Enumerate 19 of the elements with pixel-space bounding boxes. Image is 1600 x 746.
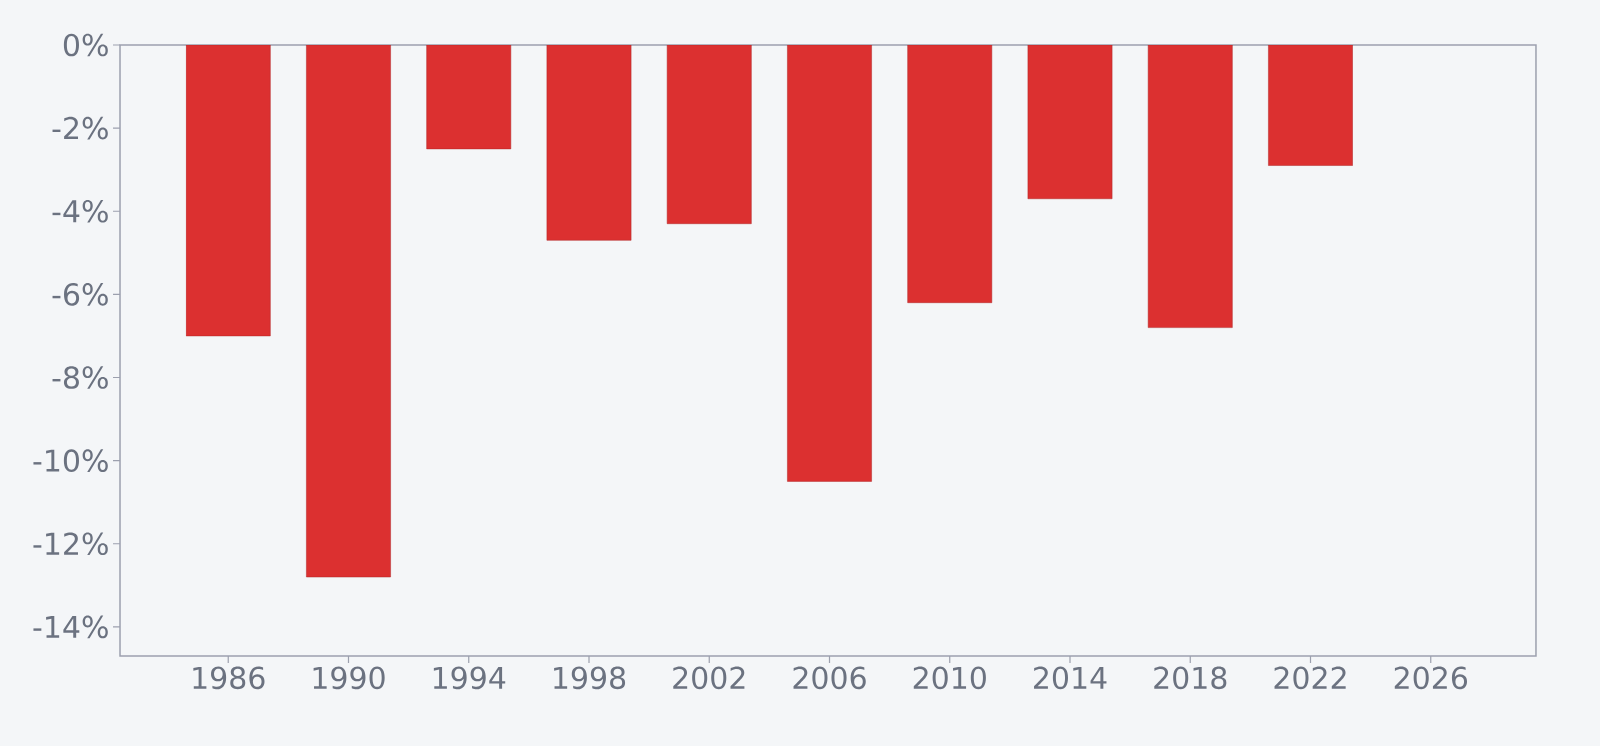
- y-tick-label: -2%: [52, 116, 108, 140]
- y-tick-label: -4%: [52, 199, 108, 223]
- x-tick-label: 2018: [1154, 666, 1227, 690]
- x-tick-label: 1990: [313, 666, 385, 690]
- x-tick-label: 2006: [793, 666, 866, 690]
- x-tick-label: 2022: [1274, 666, 1346, 690]
- y-tick-label: -10%: [33, 449, 108, 472]
- x-tick-label: 2014: [1034, 666, 1107, 690]
- x-tick-label: 1986: [193, 666, 265, 690]
- x-tick-label: 2010: [913, 666, 986, 690]
- y-tick-label: -14%: [33, 615, 108, 639]
- y-tick-label: -6%: [52, 283, 108, 306]
- y-tick-label: -8%: [52, 366, 108, 389]
- x-tick-label: 1994: [433, 666, 506, 690]
- x-tick-label: 1998: [554, 666, 626, 690]
- x-tick-label: 2002: [673, 666, 745, 690]
- y-tick-label: 0%: [63, 33, 108, 57]
- x-tick-label: 2026: [1394, 666, 1468, 690]
- y-tick-label: -12%: [33, 532, 108, 556]
